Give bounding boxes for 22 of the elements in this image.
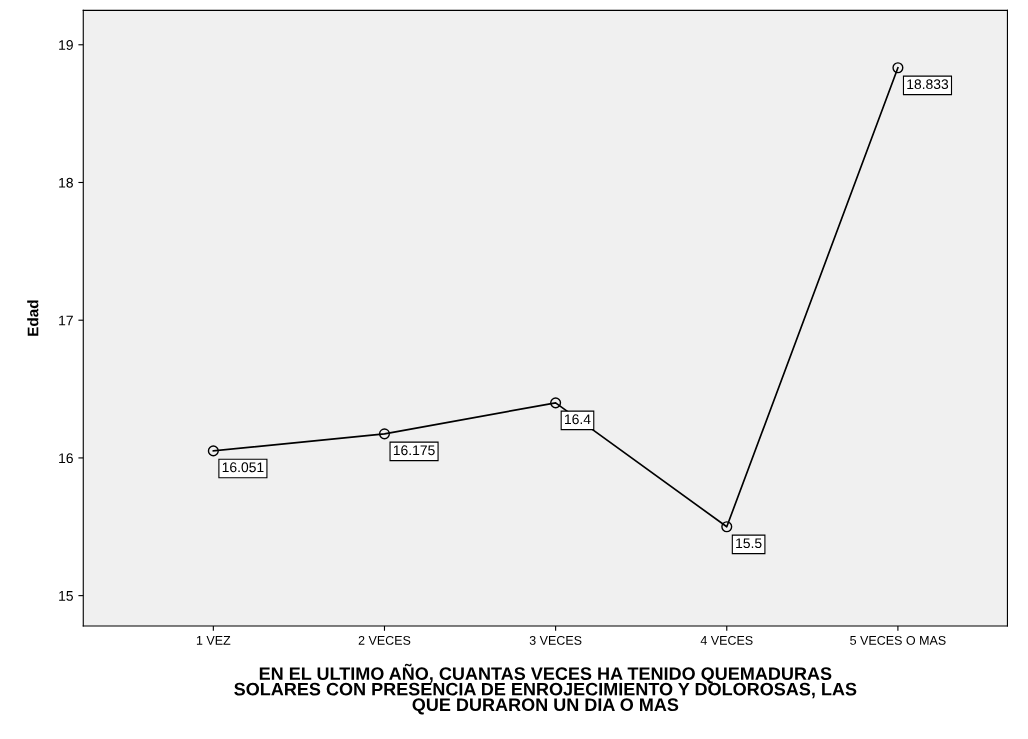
x-tick-label: 3 VECES [529,635,582,645]
y-tick-label: 19 [59,40,73,50]
y-tick-label: 15 [59,591,73,601]
y-axis-title: Edad [27,300,39,336]
data-label: 16.051 [222,462,264,473]
x-tick-label: 1 VEZ [196,636,231,645]
y-tick-label: 16 [59,453,73,464]
x-tick-label: 5 VECES O MAS [850,635,946,645]
x-tick-label: 2 VECES [358,635,411,645]
x-tick-label: 4 VECES [700,635,753,645]
point [378,428,391,440]
point [207,445,219,457]
data-label: 18.833 [907,79,949,90]
y-tick-label: 18 [59,177,73,188]
point [550,397,562,409]
point [892,62,904,74]
y-tick-label: 17 [59,315,73,326]
data-label: 15.5 [736,538,762,549]
data-label: 16.4 [565,414,591,425]
point [721,521,733,533]
x-axis-title: EN EL ULTIMO AÑO, CUANTAS VECES HA TENIDO QUEMADURAS SOLARES CON PRESENCIA DE ENROJECIMIENTO Y DOLOROSAS, LAS QUE DURARON UN DIA O MAS [234,663,857,715]
data-label: 16.175 [393,445,435,456]
